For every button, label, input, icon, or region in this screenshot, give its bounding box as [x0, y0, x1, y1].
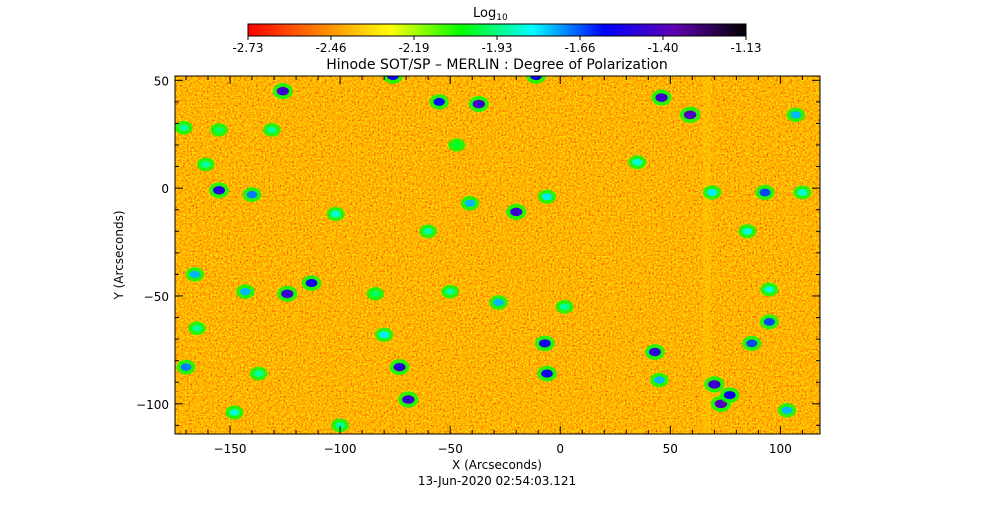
- feature-core: [402, 395, 415, 404]
- feature-core: [370, 290, 381, 298]
- feature-core: [335, 421, 345, 429]
- y-axis-label: Y (Arcseconds): [112, 210, 126, 300]
- x-tick-label: −150: [214, 442, 247, 456]
- feature-core: [330, 210, 341, 218]
- feature-core: [648, 347, 661, 357]
- feature-core: [192, 324, 202, 332]
- feature-core: [759, 188, 771, 197]
- x-tick-label: −100: [324, 442, 357, 456]
- feature-core: [267, 126, 277, 134]
- x-axis-label: X (Arcseconds): [452, 458, 542, 472]
- feature-core: [763, 317, 775, 326]
- feature-core: [445, 288, 456, 296]
- feature-core: [246, 190, 258, 199]
- feature-core: [464, 199, 476, 207]
- feature-core: [707, 188, 718, 197]
- y-tick-label: −50: [144, 290, 169, 304]
- feature-core: [240, 287, 251, 296]
- feature-core: [742, 227, 753, 235]
- colorbar-tick-label: -1.40: [647, 41, 678, 55]
- x-tick-label: −50: [438, 442, 463, 456]
- colorbar-tick-label: -1.13: [730, 41, 761, 55]
- y-tick-label: 50: [154, 74, 169, 88]
- heatmap-noise: [175, 76, 820, 434]
- feature-core: [281, 289, 294, 299]
- heatmap-features: [175, 76, 812, 433]
- feature-core: [180, 363, 192, 371]
- colorbar-ticks: -2.73 -2.46 -2.19 -1.93 -1.66 -1.40 -1.13: [232, 36, 762, 55]
- colorbar-label: Log10: [473, 6, 508, 23]
- feature-core: [655, 93, 668, 102]
- plot-frame: [174, 75, 821, 435]
- feature-core: [632, 158, 643, 166]
- feature-core: [253, 370, 264, 377]
- feature-core: [541, 193, 553, 201]
- feature-core: [200, 161, 211, 168]
- feature-core: [305, 278, 318, 288]
- feature-core: [276, 86, 289, 96]
- feature-core: [452, 141, 462, 149]
- x-tick-label: 50: [663, 442, 678, 456]
- feature-core: [189, 270, 201, 279]
- feature-core: [214, 126, 224, 134]
- colorbar-gradient: [247, 23, 747, 37]
- colorbar-tick-label: -2.19: [398, 41, 429, 55]
- chart-title: Hinode SOT/SP – MERLIN : Degree of Polar…: [326, 57, 668, 73]
- feature-core: [510, 207, 523, 217]
- feature-core: [746, 339, 758, 348]
- y-tick-label: 0: [161, 182, 169, 196]
- feature-core: [764, 286, 775, 293]
- heatmap-area: [175, 76, 820, 434]
- feature-core: [213, 186, 225, 195]
- vertical-streak: [703, 76, 711, 434]
- feature-core: [654, 376, 665, 384]
- feature-core: [708, 380, 721, 389]
- feature-core: [433, 97, 445, 106]
- colorbar-tick-label: -1.93: [481, 41, 512, 55]
- feature-core: [559, 303, 570, 311]
- feature-core: [530, 76, 542, 81]
- feature-core: [797, 188, 808, 196]
- colorbar-tick-label: -1.66: [564, 41, 595, 55]
- feature-core: [178, 124, 189, 132]
- feature-core: [539, 339, 551, 348]
- timestamp: 13-Jun-2020 02:54:03.121: [418, 474, 576, 488]
- y-tick-label: −100: [136, 398, 169, 412]
- feature-core: [472, 99, 485, 109]
- x-tick-label: 0: [556, 442, 564, 456]
- feature-core: [683, 110, 697, 120]
- x-axis: −150 −100 −50 0 50 100: [185, 76, 803, 456]
- x-tick-label: 100: [769, 442, 792, 456]
- colorbar: Log10 -2.73 -2.46 -2.19 -1.93 -1.66 -1.40 -1.1…: [232, 6, 761, 55]
- feature-core: [387, 76, 399, 81]
- colorbar-tick-label: -2.73: [232, 41, 263, 55]
- feature-core: [493, 298, 504, 307]
- feature-core: [229, 408, 240, 416]
- feature-core: [393, 362, 406, 372]
- feature-core: [541, 369, 553, 378]
- feature-core: [379, 331, 390, 339]
- colorbar-tick-label: -2.46: [315, 41, 346, 55]
- feature-core: [781, 406, 793, 414]
- feature-core: [423, 227, 433, 235]
- feature-core: [714, 399, 728, 409]
- y-axis: 50 0 −50 −100: [136, 74, 820, 426]
- feature-core: [723, 391, 736, 400]
- feature-core: [790, 111, 802, 119]
